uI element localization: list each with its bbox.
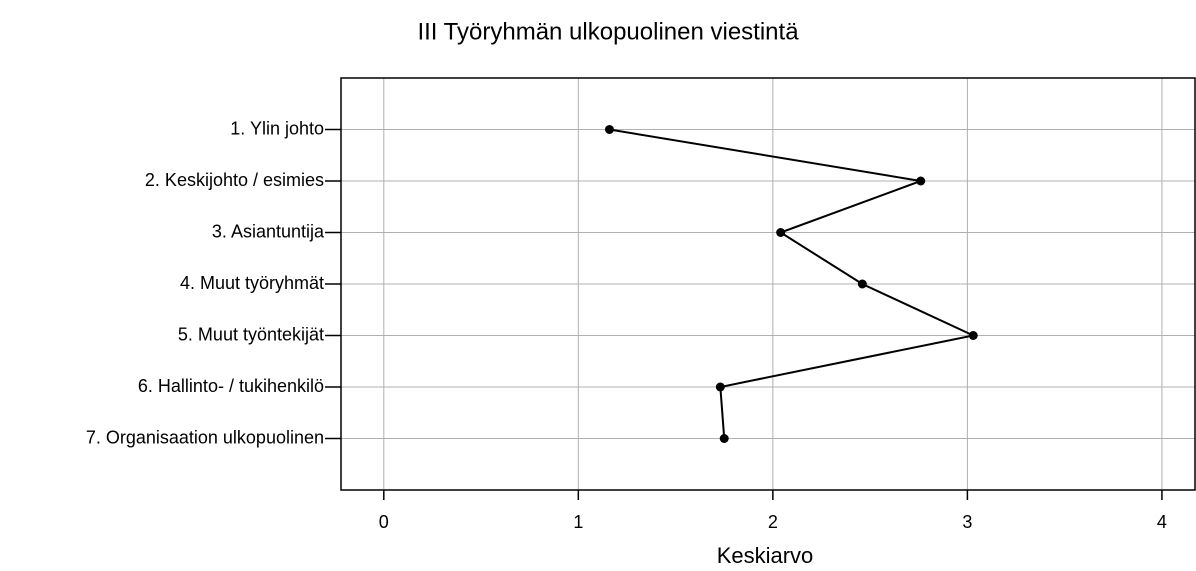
x-tick-label: 4 [1157,512,1167,532]
point [968,331,978,340]
y-tick-label: 1. Ylin johto [230,118,324,138]
x-tick-label: 3 [962,512,972,532]
point [719,434,729,443]
y-tick-label: 7. Organisaation ulkopuolinen [86,427,324,447]
x-tick-label: 2 [768,512,778,532]
chart-title: III Työryhmän ulkopuolinen viestintä [417,18,799,45]
x-axis-label: Keskiarvo [717,543,814,568]
point [604,125,614,134]
point [857,279,867,289]
x-tick-label: 0 [379,512,389,532]
y-tick-label: 3. Asiantuntija [212,221,325,241]
y-tick-label: 6. Hallinto- / tukihenkilö [138,376,324,396]
plot-frame [340,77,1196,491]
point [916,176,926,186]
y-tick-label: 2. Keskijohto / esimies [145,170,324,190]
y-tick-label: 4. Muut työryhmät [180,273,324,293]
y-tick-label: 5. Muut työntekijät [178,324,324,344]
x-tick-label: 1 [573,512,583,532]
point [715,382,725,392]
point [776,228,786,237]
